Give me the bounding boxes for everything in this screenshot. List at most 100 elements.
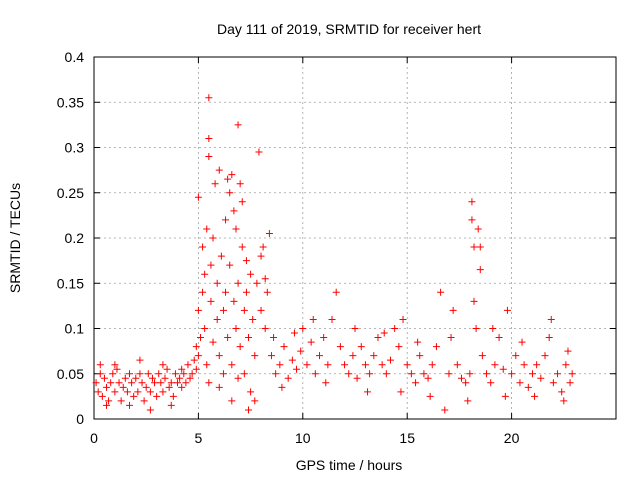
data-point xyxy=(226,261,234,269)
data-point xyxy=(236,343,244,351)
data-point xyxy=(386,356,394,364)
data-point xyxy=(203,361,211,369)
data-point xyxy=(117,397,125,405)
data-point xyxy=(424,374,432,382)
data-point xyxy=(215,383,223,391)
data-point xyxy=(113,365,121,373)
data-point xyxy=(487,379,495,387)
data-point xyxy=(261,325,269,332)
data-point xyxy=(245,406,253,414)
data-point xyxy=(374,334,382,342)
data-point xyxy=(146,406,154,414)
data-point xyxy=(499,365,507,373)
data-point xyxy=(472,325,480,332)
data-point xyxy=(188,370,196,378)
data-point xyxy=(276,361,284,369)
data-point xyxy=(228,171,236,179)
data-points xyxy=(92,94,576,414)
data-point xyxy=(125,370,133,378)
data-point xyxy=(194,306,202,314)
data-point xyxy=(468,216,476,224)
data-point xyxy=(391,325,399,332)
data-point xyxy=(414,338,422,346)
data-point xyxy=(399,315,407,323)
data-point xyxy=(545,334,553,342)
data-point xyxy=(474,225,482,233)
data-point xyxy=(320,334,328,342)
data-point xyxy=(103,401,111,409)
data-point xyxy=(240,370,248,378)
data-point xyxy=(205,153,213,161)
data-point xyxy=(167,379,175,387)
x-tick-label: 0 xyxy=(90,430,98,446)
data-point xyxy=(478,352,486,360)
data-point xyxy=(207,297,215,305)
data-point xyxy=(138,379,146,387)
data-point xyxy=(290,329,298,337)
y-axis-label: SRMTID / TECUs xyxy=(7,183,23,293)
data-point xyxy=(483,370,491,378)
data-point xyxy=(322,379,330,387)
data-point xyxy=(151,379,159,387)
data-point xyxy=(238,243,246,251)
data-point xyxy=(136,370,144,378)
data-point xyxy=(201,325,209,332)
data-point xyxy=(215,166,223,174)
data-point xyxy=(111,388,119,396)
y-tick-label: 0.1 xyxy=(65,321,85,337)
data-point xyxy=(228,361,236,369)
y-tick-label: 0.05 xyxy=(57,366,84,382)
data-point xyxy=(537,374,545,382)
data-point xyxy=(420,370,428,378)
data-point xyxy=(205,379,213,387)
x-tick-label: 15 xyxy=(399,430,415,446)
data-point xyxy=(142,383,150,391)
data-point xyxy=(192,343,200,351)
data-point xyxy=(364,388,372,396)
data-point xyxy=(265,229,273,237)
data-point xyxy=(564,347,572,355)
data-point xyxy=(501,392,509,400)
data-point xyxy=(94,388,102,396)
data-point xyxy=(123,388,131,396)
data-point xyxy=(278,383,286,391)
x-tick-label: 10 xyxy=(295,430,311,446)
data-point xyxy=(205,94,213,102)
data-point xyxy=(518,338,526,346)
data-point xyxy=(238,198,246,206)
data-point xyxy=(495,334,503,342)
data-point xyxy=(132,374,140,382)
data-point xyxy=(349,352,357,360)
data-point xyxy=(230,297,238,305)
data-point xyxy=(370,352,378,360)
data-point xyxy=(100,374,108,382)
data-point xyxy=(251,352,259,360)
data-point xyxy=(222,288,230,296)
data-point xyxy=(236,180,244,188)
data-point xyxy=(562,361,570,369)
data-point xyxy=(203,225,211,233)
data-point xyxy=(245,334,253,342)
y-tick-label: 0 xyxy=(76,411,84,427)
axis-ticks: 0 5 10 15 20 0 0.05 0.1 0.15 0.2 0.25 0.3 0.35 0.4 xyxy=(57,49,616,446)
y-tick-label: 0.3 xyxy=(65,140,85,156)
data-point xyxy=(178,383,186,391)
data-point xyxy=(153,392,161,400)
data-point xyxy=(476,266,484,274)
data-point xyxy=(211,180,219,188)
data-point xyxy=(270,334,278,342)
data-point xyxy=(397,388,405,396)
data-point xyxy=(196,334,204,342)
data-point xyxy=(272,370,280,378)
data-point xyxy=(144,370,152,378)
data-point xyxy=(247,270,255,278)
y-tick-label: 0.4 xyxy=(65,49,85,65)
data-point xyxy=(284,374,292,382)
data-point xyxy=(115,379,123,387)
data-point xyxy=(163,365,171,373)
data-point xyxy=(491,361,499,369)
data-point xyxy=(224,175,232,183)
data-point xyxy=(531,392,539,400)
data-point xyxy=(441,406,449,414)
